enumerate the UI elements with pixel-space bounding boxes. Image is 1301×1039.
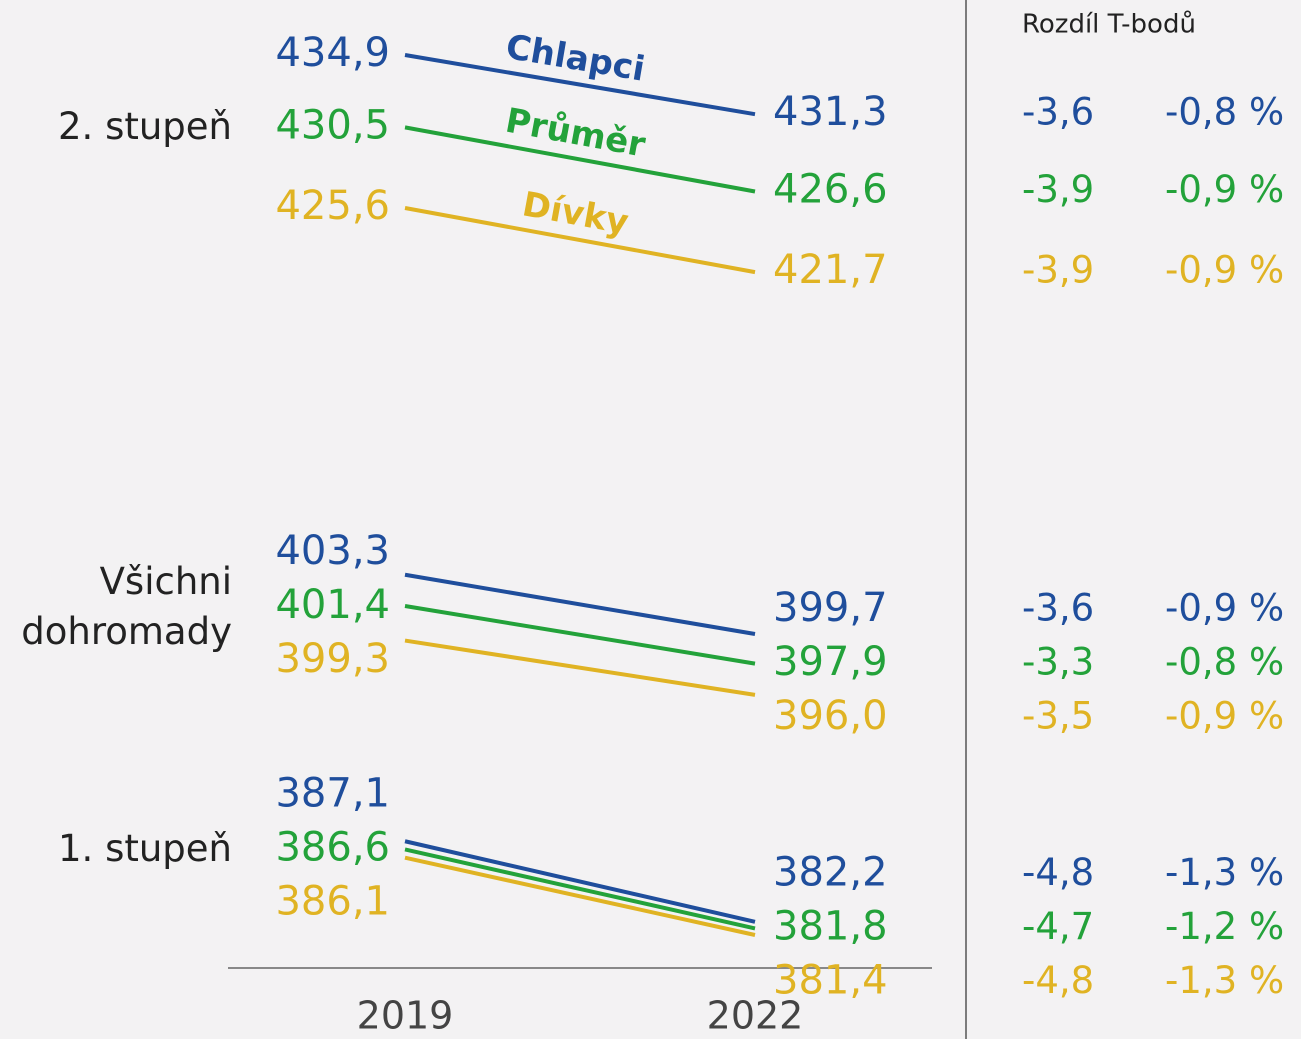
pct-label: -0,9 % — [1165, 587, 1284, 630]
diff-label: -3,5 — [1022, 695, 1094, 738]
value-label: 434,9 — [275, 30, 390, 76]
slope-line — [405, 575, 755, 634]
slope-line — [405, 606, 755, 664]
value-label: 397,9 — [773, 639, 888, 685]
pct-label: -1,2 % — [1165, 905, 1284, 948]
pct-label: -0,8 % — [1165, 91, 1284, 134]
x-tick-label: 2019 — [357, 994, 454, 1038]
value-label: 425,6 — [275, 183, 390, 229]
value-label: 387,1 — [275, 770, 390, 816]
series-name: Průměr — [502, 101, 648, 166]
value-label: 403,3 — [275, 528, 390, 574]
value-label: 431,3 — [773, 89, 888, 135]
series-name: Chlapci — [503, 27, 648, 90]
pct-label: -0,8 % — [1165, 641, 1284, 684]
pct-label: -0,9 % — [1165, 695, 1284, 738]
diff-label: -3,6 — [1022, 91, 1094, 134]
diff-label: -3,3 — [1022, 641, 1094, 684]
diff-label: -3,9 — [1022, 168, 1094, 211]
value-label: 381,4 — [773, 957, 888, 1003]
group-label: Všichni dohromady — [2, 557, 232, 657]
diff-title: Rozdíl T-bodů — [1022, 10, 1196, 40]
value-label: 399,7 — [773, 585, 888, 631]
slope-line — [405, 841, 755, 922]
series-name: Dívky — [519, 184, 631, 243]
diff-label: -4,8 — [1022, 959, 1094, 1002]
pct-label: -1,3 % — [1165, 959, 1284, 1002]
value-label: 396,0 — [773, 693, 888, 739]
page: Rozdíl T-bodů 20192022434,9431,3-3,6-0,8… — [0, 0, 1301, 1039]
value-label: 386,1 — [275, 878, 390, 924]
diff-label: -3,6 — [1022, 587, 1094, 630]
value-label: 386,6 — [275, 824, 390, 870]
group-label: 1. stupeň — [2, 824, 232, 874]
chart: Rozdíl T-bodů 20192022434,9431,3-3,6-0,8… — [0, 0, 1301, 1039]
slope-line — [405, 641, 755, 695]
diff-label: -3,9 — [1022, 249, 1094, 292]
slope-line — [405, 849, 755, 928]
value-label: 430,5 — [275, 102, 390, 148]
diff-label: -4,7 — [1022, 905, 1094, 948]
pct-label: -0,9 % — [1165, 249, 1284, 292]
pct-label: -1,3 % — [1165, 851, 1284, 894]
value-label: 399,3 — [275, 636, 390, 682]
value-label: 426,6 — [773, 167, 888, 213]
value-label: 381,8 — [773, 903, 888, 949]
value-label: 421,7 — [773, 247, 888, 293]
value-label: 401,4 — [275, 582, 390, 628]
group-label: 2. stupeň — [2, 102, 232, 152]
diff-label: -4,8 — [1022, 851, 1094, 894]
value-label: 382,2 — [773, 849, 888, 895]
pct-label: -0,9 % — [1165, 168, 1284, 211]
slope-line — [405, 858, 755, 935]
